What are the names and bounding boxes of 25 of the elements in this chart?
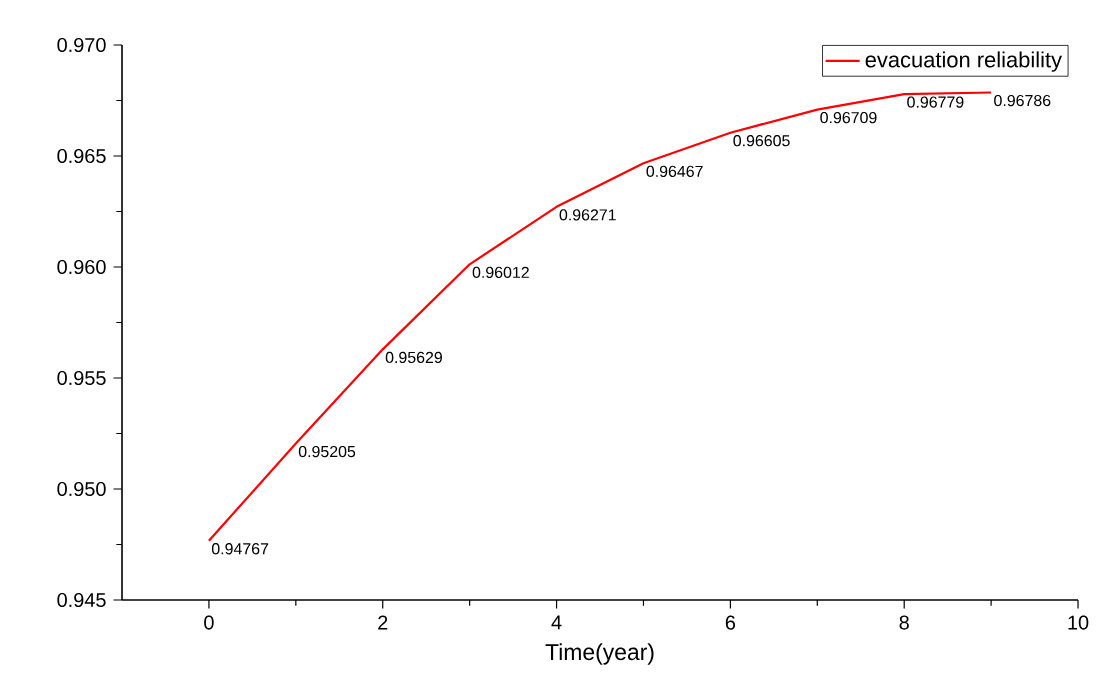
data-label: 0.96467: [646, 165, 703, 177]
x-tick-label: 4: [551, 615, 562, 630]
x-axis-title: Time(year): [545, 643, 654, 665]
data-label: 0.94767: [211, 543, 269, 555]
data-label: 0.96012: [472, 266, 529, 279]
data-label: 0.96779: [907, 96, 964, 108]
data-label: 0.96271: [559, 209, 616, 221]
legend-label: evacuation reliability: [865, 51, 1062, 72]
x-tick-label: 8: [899, 615, 909, 630]
x-tick-label: 6: [725, 615, 736, 630]
y-tick-label: 0.960: [57, 259, 106, 275]
data-label: 0.96709: [820, 112, 877, 124]
data-label: 0.96605: [733, 135, 790, 147]
y-tick-label: 0.955: [57, 370, 106, 386]
x-tick-label: 10: [1068, 615, 1089, 630]
y-tick-label: 0.965: [57, 148, 106, 164]
data-label: 0.96786: [994, 94, 1051, 107]
y-tick-label: 0.945: [57, 592, 106, 608]
line-series: [207, 91, 993, 542]
data-label: 0.95629: [385, 351, 442, 364]
data-label: 0.95205: [298, 445, 356, 458]
y-tick-label: 0.950: [57, 481, 106, 497]
y-tick-label: 0.970: [57, 37, 106, 53]
x-tick-label: 0: [204, 615, 214, 630]
x-tick-label: 2: [378, 615, 388, 630]
